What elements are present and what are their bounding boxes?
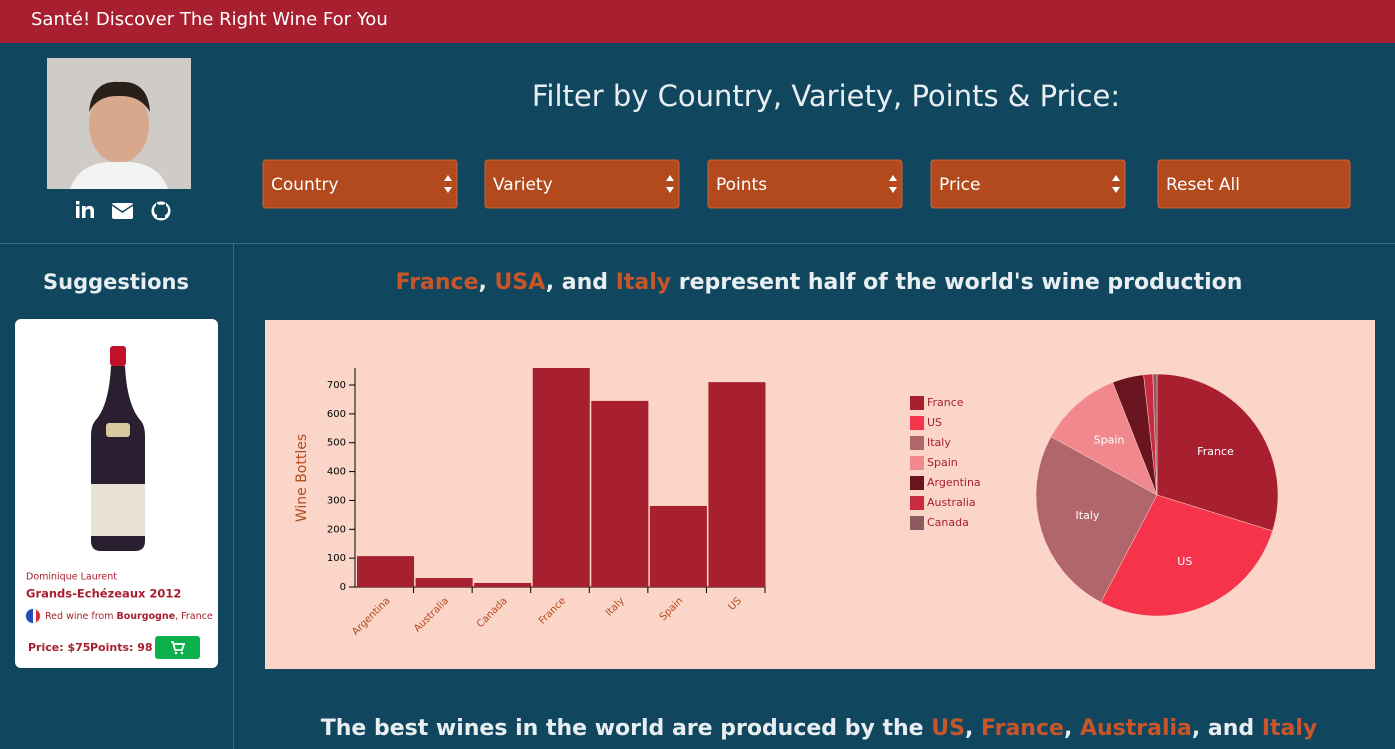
dropdown-arrow[interactable] <box>1112 175 1120 193</box>
control-label[interactable]: Country <box>271 175 339 195</box>
y-tick-label: 100 <box>327 553 346 564</box>
section-headings: France, USA, and Italy represent half of… <box>321 270 1318 741</box>
heading-text: , <box>965 716 981 741</box>
legend-swatch <box>910 436 924 450</box>
y-tick-label: 300 <box>327 495 346 506</box>
dropdown[interactable]: Points <box>707 159 903 209</box>
control-box[interactable] <box>262 159 458 209</box>
y-tick-label: 0 <box>340 582 346 593</box>
legend-label: Italy <box>927 436 951 449</box>
app-title: Santé! Discover The Right Wine For You <box>31 9 388 30</box>
heading-text: , and <box>1192 716 1262 741</box>
section-heading: The best wines in the world are produced… <box>321 716 1318 741</box>
card-description: Red wine from Bourgogne, France <box>45 611 213 622</box>
profile-photo <box>47 58 191 189</box>
bar <box>532 368 590 587</box>
legend-label: Canada <box>927 516 969 529</box>
control-box[interactable] <box>484 159 680 209</box>
card-producer: Dominique Laurent <box>26 572 117 583</box>
sidebar-title: Suggestions <box>43 270 189 294</box>
control-box[interactable] <box>707 159 903 209</box>
control-label[interactable]: Variety <box>493 175 553 195</box>
highlight-text: Australia <box>1080 716 1192 741</box>
control-box[interactable] <box>930 159 1126 209</box>
y-tick-label: 600 <box>327 409 346 420</box>
highlight-text: France <box>981 716 1064 741</box>
section-heading: France, USA, and Italy represent half of… <box>396 270 1243 295</box>
legend-label: Argentina <box>927 476 981 489</box>
filter-title: Filter by Country, Variety, Points & Pri… <box>532 79 1120 113</box>
dropdown[interactable]: Variety <box>484 159 680 209</box>
legend-swatch <box>910 496 924 510</box>
reset-button[interactable]: Reset All <box>1157 159 1351 209</box>
pie-slice <box>1050 382 1158 496</box>
bar <box>649 505 707 587</box>
slice-label: Spain <box>1094 433 1125 446</box>
bar <box>708 382 766 587</box>
dropdown-arrow[interactable] <box>666 175 674 193</box>
highlight-text: Italy <box>1262 716 1317 741</box>
card-price: Price: $75 <box>28 641 90 654</box>
bottle-image <box>91 346 145 551</box>
cart-button[interactable] <box>155 636 200 659</box>
dropdown[interactable]: Price <box>930 159 1126 209</box>
heading-text: , <box>479 270 495 295</box>
card-points: Points: 98 <box>90 641 153 654</box>
heading-text: represent half of the world's wine produ… <box>671 270 1242 295</box>
highlight-text: USA <box>495 270 546 295</box>
pie-slice <box>1152 373 1158 496</box>
legend-swatch <box>910 516 924 530</box>
top-bar <box>0 0 1395 43</box>
heading-text: , <box>1064 716 1080 741</box>
flag <box>25 608 41 624</box>
heading-text: The best wines in the world are produced… <box>321 716 932 741</box>
pie-slice <box>1035 436 1158 603</box>
slice-label: US <box>1177 555 1192 568</box>
slice-label: France <box>1197 445 1234 458</box>
y-tick-label: 500 <box>327 438 346 449</box>
legend-swatch <box>910 396 924 410</box>
description-part: Bourgogne <box>117 611 176 622</box>
control-label[interactable]: Reset All <box>1166 175 1240 195</box>
bar <box>415 578 473 587</box>
description-part: , France <box>175 611 213 622</box>
y-tick-label: 400 <box>327 467 346 478</box>
bar <box>591 400 649 587</box>
heading-text: , and <box>546 270 616 295</box>
control-box[interactable] <box>1157 159 1351 209</box>
legend-swatch <box>910 456 924 470</box>
filter-controls: Country Variety Points Price Reset All <box>262 159 1351 209</box>
legend-label: Spain <box>927 456 958 469</box>
legend-swatch <box>910 476 924 490</box>
legend-swatch <box>910 416 924 430</box>
description-part: Red wine from <box>45 611 117 622</box>
control-label[interactable]: Price <box>939 175 980 195</box>
y-tick-label: 200 <box>327 524 346 535</box>
highlight-text: Italy <box>616 270 671 295</box>
legend-label: US <box>927 416 942 429</box>
slice-label: Italy <box>1076 509 1100 522</box>
highlight-text: US <box>931 716 965 741</box>
legend-label: Australia <box>927 496 976 509</box>
pie-slice <box>1156 373 1279 532</box>
y-axis-label: Wine Bottles <box>294 434 310 522</box>
legend-label: France <box>927 396 964 409</box>
y-tick-label: 700 <box>327 380 346 391</box>
dropdown-arrow[interactable] <box>444 175 452 193</box>
dropdown[interactable]: Country <box>262 159 458 209</box>
pie-slice <box>1100 494 1273 617</box>
social-icons[interactable] <box>76 201 171 221</box>
control-label[interactable]: Points <box>716 175 767 195</box>
highlight-text: France <box>396 270 479 295</box>
bar <box>357 556 415 587</box>
bar <box>474 582 532 587</box>
dropdown-arrow[interactable] <box>889 175 897 193</box>
card-wine-name[interactable]: Grands-Echézeaux 2012 <box>26 587 181 601</box>
